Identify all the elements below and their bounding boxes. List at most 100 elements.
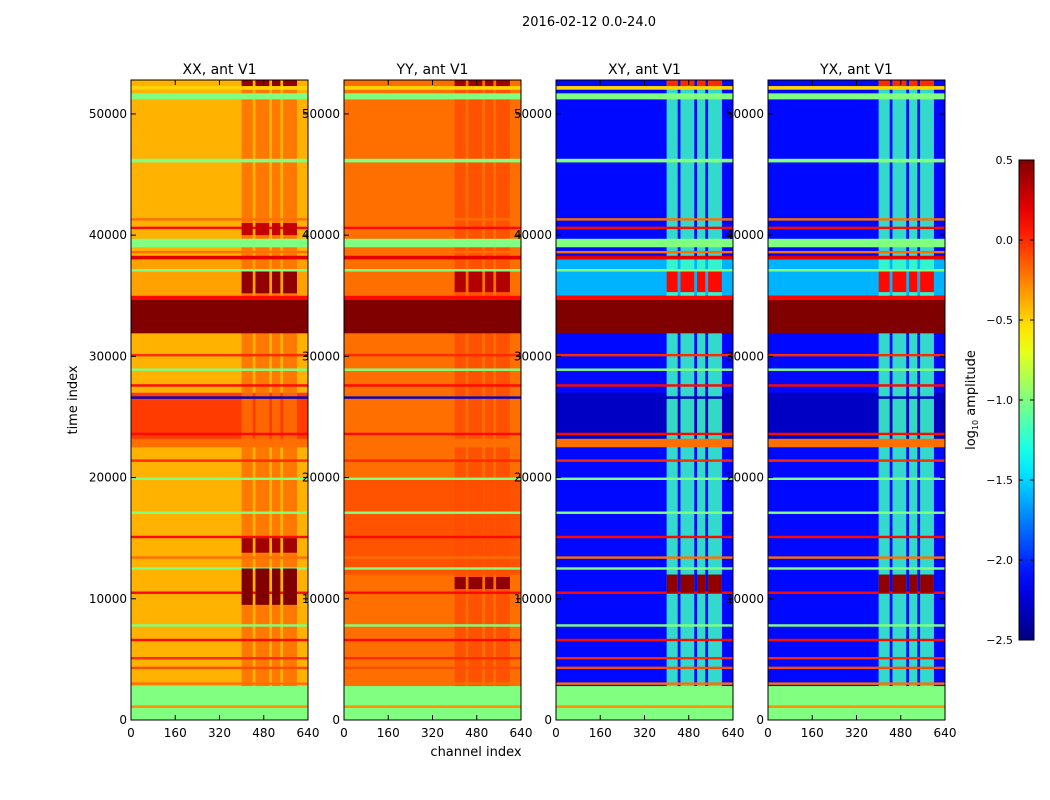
colorbar-tick-label: −2.5 [986, 634, 1013, 647]
heatmap-hot-spot [485, 80, 494, 87]
heatmap-band [344, 86, 521, 90]
y-tick-label: 10000 [89, 592, 127, 606]
heatmap-band [556, 686, 733, 720]
heatmap-channel-block [485, 80, 494, 720]
heatmap-band [344, 477, 521, 575]
heatmap-hot-spot [255, 568, 270, 605]
heatmap-band [131, 255, 308, 260]
heatmap-band [556, 535, 733, 539]
heatmap-band [344, 656, 521, 660]
heatmap-band [131, 459, 308, 462]
heatmap-band [131, 93, 308, 100]
y-tick-label: 50000 [514, 107, 552, 121]
heatmap-band [131, 250, 308, 254]
panel-xx: XX, ant V1 0 160 320 480 640 0 10000 20000 30000 4… [89, 62, 320, 740]
heatmap-band [556, 682, 733, 685]
heatmap-band [556, 269, 733, 272]
x-tick-label: 320 [845, 726, 868, 740]
heatmap-band [556, 666, 733, 670]
heatmap-band [131, 295, 308, 300]
heatmap-hot-spot [878, 574, 890, 593]
heatmap-band [556, 624, 733, 627]
heatmap-band [768, 255, 945, 260]
heatmap-hot-spot [708, 80, 722, 87]
heatmap-band [131, 591, 308, 594]
heatmap-band [131, 238, 308, 248]
y-tick-label: 0 [332, 713, 340, 727]
heatmap-band [344, 396, 521, 399]
heatmap-band [131, 624, 308, 627]
heatmap-band [556, 384, 733, 387]
x-tick-label: 320 [208, 726, 231, 740]
heatmap-hot-spot [708, 271, 722, 293]
heatmap-band [344, 226, 521, 230]
heatmap-hot-spot [283, 223, 297, 236]
y-tick-label: 50000 [302, 107, 340, 121]
heatmap-hot-spot [468, 80, 483, 87]
heatmap-hot-spot [909, 80, 918, 87]
colorbar-tick-label: −1.5 [986, 474, 1013, 487]
heatmap-band [131, 269, 308, 272]
heatmap-band [768, 459, 945, 462]
heatmap-hot-spot [241, 271, 253, 294]
heatmap-band [768, 93, 945, 100]
heatmap-band [768, 666, 945, 670]
panels: XX, ant V1 0 160 320 480 640 0 10000 20000 30000 4… [89, 62, 957, 740]
heatmap-band [768, 269, 945, 272]
heatmap-hot-spot [878, 80, 890, 87]
heatmap-channel-block [680, 80, 695, 720]
heatmap-band [131, 384, 308, 387]
x-tick-label: 320 [633, 726, 656, 740]
heatmap-band [556, 158, 733, 163]
heatmap-band [131, 638, 308, 642]
x-tick-label: 640 [934, 726, 957, 740]
heatmap-band [768, 656, 945, 660]
colorbar: 0.5 0.0 −0.5 −1.0 −1.5 −2.0 −2.5 [986, 154, 1035, 647]
heatmap-band [768, 477, 945, 480]
heatmap-band [768, 226, 945, 230]
heatmap-band [344, 624, 521, 627]
heatmap-band [768, 511, 945, 514]
panel-title: YX, ant V1 [819, 62, 893, 78]
heatmap-hot-spot [272, 538, 281, 553]
panel-title: YY, ant V1 [396, 62, 469, 78]
y-tick-label: 40000 [302, 228, 340, 242]
heatmap-hot-spot [283, 568, 297, 605]
heatmap-band [556, 93, 733, 100]
heatmap-band [768, 682, 945, 685]
heatmap-band [344, 438, 521, 448]
heatmap-band [768, 567, 945, 570]
heatmap-band [344, 682, 521, 685]
heatmap-band [131, 259, 308, 296]
heatmap-band [556, 511, 733, 514]
heatmap-band [131, 682, 308, 685]
panel-title: XX, ant V1 [183, 62, 257, 78]
heatmap-hot-spot [680, 271, 695, 293]
heatmap-band [768, 591, 945, 594]
heatmap-band [344, 295, 521, 300]
heatmap-hot-spot [878, 271, 890, 293]
heatmap-band [556, 432, 733, 436]
x-tick-label: 480 [889, 726, 912, 740]
heatmap-band [556, 556, 733, 559]
heatmap-band [344, 591, 521, 594]
heatmap-hot-spot [255, 271, 270, 294]
x-tick-label: 0 [127, 726, 135, 740]
x-tick-label: 160 [801, 726, 824, 740]
x-tick-label: 480 [677, 726, 700, 740]
heatmap-band [344, 511, 521, 514]
heatmap-band [556, 259, 733, 296]
heatmap-band [556, 295, 733, 300]
y-tick-label: 30000 [726, 349, 764, 363]
heatmap-band [344, 93, 521, 100]
heatmap-band [556, 218, 733, 221]
heatmap-hot-spot [892, 80, 907, 87]
heatmap-channel-block [468, 80, 483, 720]
heatmap-channel-block [920, 80, 934, 720]
heatmap-band [344, 238, 521, 248]
heatmap-hot-spot [892, 574, 907, 593]
heatmap-hot-spot [454, 80, 466, 87]
heatmap-band [768, 686, 945, 720]
heatmap-band [131, 556, 308, 559]
